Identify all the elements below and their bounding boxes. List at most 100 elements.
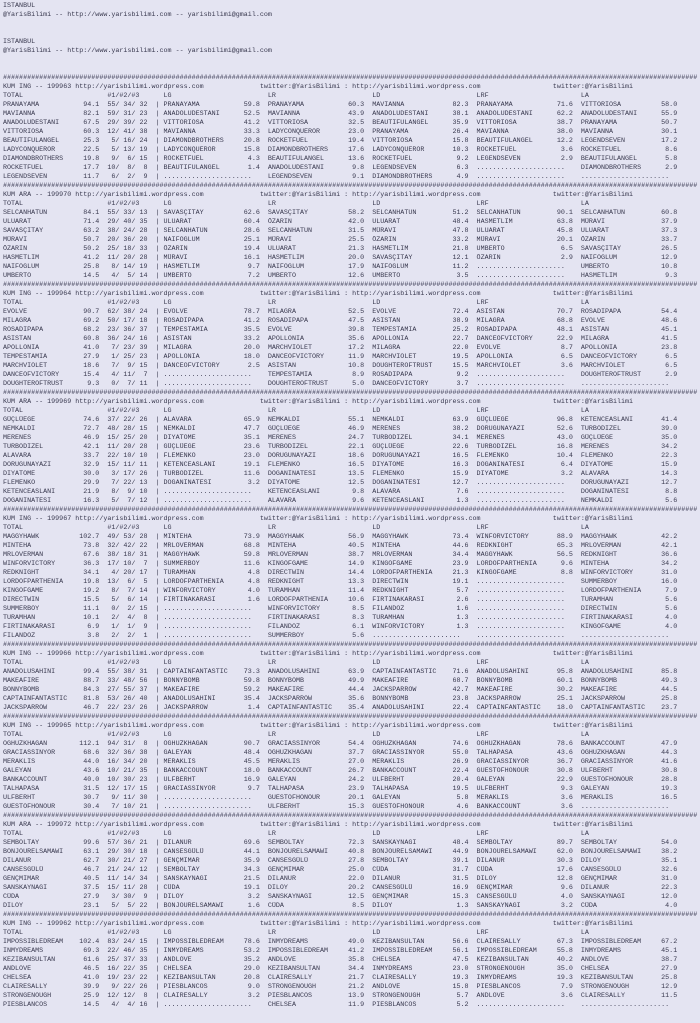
section-title: KUM ING -- 199966 http://yarisbilimi.wor… — [3, 650, 634, 658]
data-row: EVOLVE 90.7 62/ 38/ 24 | EVOLVE 78.7 MIL… — [3, 308, 678, 316]
data-row: FILANDOZ 3.8 2/ 2/ 1 | .................… — [3, 632, 678, 640]
data-row: DILANUR 62.7 30/ 21/ 27 | GENÇMIMAR 35.9… — [3, 857, 678, 865]
blank-line — [3, 65, 700, 74]
report-header: ISTANBUL @YarisBilimi -- http://www.yari… — [3, 2, 700, 74]
data-row: DOGANINATESI 16.3 5/ 7/ 12 | ...........… — [3, 497, 678, 505]
data-row: BANKACCOUNT 40.0 10/ 30/ 23 | ULFBERHT 1… — [3, 776, 678, 784]
data-row: MERAKLIS 44.0 16/ 34/ 20 | MERAKLIS 45.5… — [3, 758, 678, 766]
section-title: KUM ARA -- 199970 http://yarisbilimi.wor… — [3, 191, 634, 199]
data-row: LADYCONQUEROR 22.5 5/ 13/ 19 | LADYCONQU… — [3, 146, 678, 154]
column-header-row: TOTAL #1/#2/#3 LG LR LD LRF LA — [3, 407, 589, 415]
data-row: MERENES 46.9 15/ 25/ 20 | DIYATOME 35.1 … — [3, 434, 678, 442]
section-title: KUM ING -- 199962 http://yarisbilimi.wor… — [3, 920, 634, 928]
race-section-199965: ########################################… — [3, 713, 700, 812]
section-separator: ########################################… — [3, 281, 698, 289]
data-row: INMYDREAMS 69.3 22/ 46/ 35 | INMYDREAMS … — [3, 947, 678, 955]
city-line: ISTANBUL — [3, 2, 36, 10]
data-row: CHELSEA 41.0 19/ 23/ 22 | KEZIBANSULTAN … — [3, 974, 678, 982]
city-line: ISTANBUL — [3, 38, 36, 46]
blank-line — [3, 20, 700, 29]
data-row: SAVASÇITAY 63.2 38/ 24/ 28 | SELCANHATUN… — [3, 227, 678, 235]
race-section-199962: ########################################… — [3, 911, 700, 1010]
data-row: SEMBOLTAY 99.6 57/ 36/ 21 | DILANUR 69.6… — [3, 839, 678, 847]
section-separator: ########################################… — [3, 641, 698, 649]
section-title: KUM ING -- 199963 http://yarisbilimi.wor… — [3, 83, 634, 91]
data-row: DANCEOFVICTORY 15.4 4/ 11/ 7 | .........… — [3, 371, 678, 379]
data-row: MARCHVIOLET 18.6 7/ 9/ 15 | DANCEOFVICTO… — [3, 362, 678, 370]
data-row: FIRTINAKARASI 6.9 1/ 1/ 9 | ............… — [3, 623, 678, 631]
blank-line — [3, 29, 700, 38]
data-row: GENÇMIMAR 40.5 11/ 14/ 34 | SANSKAYNAGI … — [3, 875, 678, 883]
report-body: ########################################… — [3, 74, 700, 1010]
data-row: VITTORIOSA 60.3 12/ 41/ 38 | MAVIANNA 33… — [3, 128, 678, 136]
data-row: CÜDA 27.9 3/ 30/ 9 | DILOY 3.2 SANSKAYNA… — [3, 893, 678, 901]
data-row: UMBERTO 14.5 4/ 5/ 14 | UMBERTO 7.2 UMBE… — [3, 272, 678, 280]
data-row: ANADOLUSAHINI 99.4 55/ 38/ 31 | CAPTAINF… — [3, 668, 678, 676]
data-row: SUMMERBOY 11.1 0/ 2/ 15 | ..............… — [3, 605, 678, 613]
column-header-row: TOTAL #1/#2/#3 LG LR LD LRF LA — [3, 200, 589, 208]
data-row: GRACIASSINYOR 68.6 32/ 36/ 38 | GALEYAN … — [3, 749, 678, 757]
column-header-row: TOTAL #1/#2/#3 LG LR LD LRF LA — [3, 830, 589, 838]
data-row: PRANAYAMA 94.1 55/ 34/ 32 | PRANAYAMA 59… — [3, 101, 678, 109]
race-section-199967: ########################################… — [3, 506, 700, 641]
data-row: WINFORVICTORY 36.3 17/ 10/ 7 | SUMMERBOY… — [3, 560, 678, 568]
race-section-199963: ########################################… — [3, 74, 700, 182]
data-row: BONNYBOMB 84.3 27/ 55/ 37 | MAKEAFIRE 59… — [3, 686, 678, 694]
data-row: CANSESGÜLÜ 46.7 21/ 24/ 12 | SEMBOLTAY 3… — [3, 866, 678, 874]
data-row: DIRECTWIN 15.5 5/ 6/ 14 | FIRTINAKARASI … — [3, 596, 678, 604]
data-row: ROCKETFUEL 17.7 10/ 8/ 8 | BEAUTIFULANGE… — [3, 164, 678, 172]
data-row: DILOY 23.1 5/ 5/ 22 | BONJOURELSAMAWI 1.… — [3, 902, 678, 910]
data-row: TEMPESTAMIA 27.9 1/ 25/ 23 | APOLLONIA 1… — [3, 353, 678, 361]
data-row: HASMETLIM 41.2 11/ 20/ 28 | MÜRAVI 16.1 … — [3, 254, 678, 262]
data-row: ANDLOVE 46.5 16/ 22/ 35 | CHELSEA 29.0 K… — [3, 965, 678, 973]
data-row: ASISTAN 60.8 36/ 24/ 16 | ASISTAN 33.2 A… — [3, 335, 678, 343]
data-row: GÜÇLÜEGE 74.6 37/ 22/ 26 | ALAVARA 65.9 … — [3, 416, 678, 424]
data-row: KEZIBANSULTAN 61.6 25/ 37/ 33 | ANDLOVE … — [3, 956, 678, 964]
column-header-row: TOTAL #1/#2/#3 LG LR LD LRF LA — [3, 659, 589, 667]
race-section-199970: ########################################… — [3, 182, 700, 281]
data-row: REDKNIGHT 34.1 4/ 20/ 17 | TURAMHAN 4.8 … — [3, 569, 678, 577]
race-section-199969: ########################################… — [3, 389, 700, 506]
data-row: DIYATOME 30.0 3/ 17/ 26 | TURBODIZEL 11.… — [3, 470, 678, 478]
section-separator: ########################################… — [3, 911, 698, 919]
section-separator: ########################################… — [3, 74, 698, 82]
data-row: JACKSPARROW 46.7 22/ 23/ 26 | JACKSPARRO… — [3, 704, 678, 712]
column-header-row: TOTAL #1/#2/#3 LG LR LD LRF LA — [3, 299, 589, 307]
data-row: MINTEHA 73.8 32/ 42/ 22 | MRLOVERMAN 68.… — [3, 542, 678, 550]
section-separator: ########################################… — [3, 713, 698, 721]
column-header-row: TOTAL #1/#2/#3 LG LR LD LRF LA — [3, 92, 589, 100]
data-row: ALAVARA 33.7 22/ 10/ 10 | FLEMENKO 23.0 … — [3, 452, 678, 460]
data-row: PIESBLANCOS 14.5 4/ 4/ 16 | ............… — [3, 1001, 678, 1009]
data-row: KINGOFGAME 19.2 8/ 7/ 14 | WINFORVICTORY… — [3, 587, 678, 595]
data-row: STRONGENOUGH 25.9 12/ 12/ 8 | CLAIRESALL… — [3, 992, 678, 1000]
data-row: ULFBERHT 30.7 9/ 11/ 30 | ..............… — [3, 794, 678, 802]
data-row: TURAMHAN 10.1 2/ 4/ 8 | ................… — [3, 614, 678, 622]
data-row: LEGENDSEVEN 11.7 6/ 2/ 9 | .............… — [3, 173, 678, 181]
data-row: OGHUZKHAGAN 112.1 94/ 31/ 8 | OGHUZKHAGA… — [3, 740, 678, 748]
data-row: BEAUTIFULANGEL 25.3 5/ 16/ 24 | DIAMONDB… — [3, 137, 678, 145]
data-row: KETENCEASLANI 21.9 8/ 9/ 10 | ..........… — [3, 488, 678, 496]
data-row: ANADOLUDESTANI 67.5 29/ 39/ 22 | VITTORI… — [3, 119, 678, 127]
data-row: NAIFOGLUM 25.8 8/ 14/ 19 | HASMETLIM 9.7… — [3, 263, 678, 271]
section-title: KUM ING -- 199967 http://yarisbilimi.wor… — [3, 515, 634, 523]
data-row: TURBODIZEL 42.1 11/ 20/ 28 | GÜÇLÜEGE 23… — [3, 443, 678, 451]
section-title: KUM ING -- 199965 http://yarisbilimi.wor… — [3, 722, 634, 730]
data-row: DIAMONDBROTHERS 19.8 9/ 6/ 15 | ROCKETFU… — [3, 155, 678, 163]
data-row: GALEYAN 43.6 10/ 21/ 35 | BANKACCOUNT 18… — [3, 767, 678, 775]
section-separator: ########################################… — [3, 812, 698, 820]
column-header-row: TOTAL #1/#2/#3 LG LR LD LRF LA — [3, 929, 589, 937]
data-row: CAPTAINFANTASTIC 81.8 53/ 26/ 40 | ANADO… — [3, 695, 678, 703]
section-title: KUM ING -- 199964 http://yarisbilimi.wor… — [3, 290, 634, 298]
data-row: ULUARAT 71.4 29/ 40/ 35 | ULUARAT 60.4 Ö… — [3, 218, 678, 226]
race-section-199972: ########################################… — [3, 812, 700, 911]
section-separator: ########################################… — [3, 182, 698, 190]
data-row: DORUGUNAYAZI 32.9 15/ 11/ 11 | KETENCEAS… — [3, 461, 678, 469]
data-row: ROSADIPAPA 68.2 23/ 36/ 37 | TEMPESTAMIA… — [3, 326, 678, 334]
data-row: GUESTOFHONOUR 30.4 7/ 10/ 21 | .........… — [3, 803, 678, 811]
data-row: APOLLONIA 41.0 7/ 23/ 39 | MILAGRA 20.0 … — [3, 344, 678, 352]
data-row: BONJOURELSAMAWI 63.1 29/ 30/ 18 | CANSES… — [3, 848, 678, 856]
section-separator: ########################################… — [3, 506, 698, 514]
race-section-199966: ########################################… — [3, 641, 700, 713]
data-row: ÖZARIN 50.2 25/ 18/ 33 | ÖZARIN 19.4 ULU… — [3, 245, 678, 253]
